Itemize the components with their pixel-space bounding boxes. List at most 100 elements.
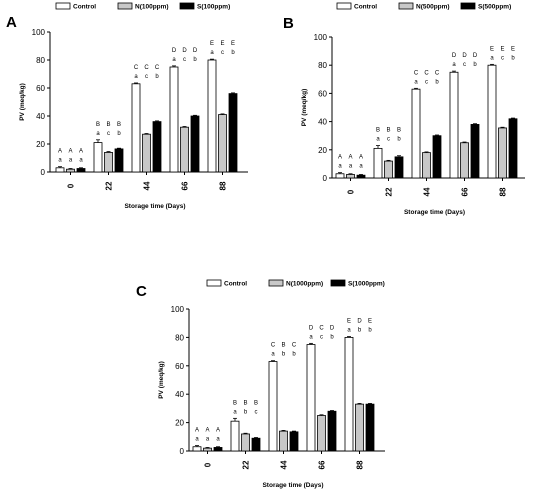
bar-n	[422, 152, 431, 179]
significance-letter-upper: B	[96, 122, 100, 128]
bar-n	[218, 114, 227, 173]
significance-letter-lower: b	[117, 131, 121, 137]
significance-letter-lower: a	[206, 437, 210, 443]
bar-s	[213, 447, 223, 452]
significance-letter-lower: c	[425, 79, 428, 85]
significance-letter-upper: E	[500, 46, 504, 52]
significance-letter-upper: C	[271, 343, 276, 349]
legend-swatch-n	[398, 2, 414, 10]
y-tick-label: 80	[318, 61, 327, 70]
bar-n	[203, 447, 212, 452]
significance-letter-upper: E	[220, 41, 224, 47]
significance-letter-lower: b	[155, 74, 159, 80]
significance-letter-upper: E	[347, 319, 351, 325]
significance-letter-lower: b	[244, 409, 248, 415]
significance-letter-lower: b	[193, 57, 197, 63]
significance-letter-upper: D	[473, 53, 478, 59]
bar-control	[344, 336, 354, 452]
x-tick-label: 44	[280, 460, 289, 469]
significance-letter-lower: a	[69, 158, 73, 164]
y-tick-label: 40	[36, 112, 45, 121]
bar-n	[355, 403, 364, 452]
significance-letter-upper: A	[338, 155, 342, 161]
significance-letter-upper: D	[172, 48, 177, 54]
bar-s	[289, 431, 299, 452]
significance-letter-lower: c	[183, 57, 186, 63]
panel-a: A Control N(100ppm) S(100ppm) 0 20 40 60 80 100 PV…	[6, 2, 248, 210]
legend-swatch-n	[117, 2, 133, 10]
y-tick-label: 100	[171, 305, 185, 314]
bar-n	[346, 174, 355, 179]
significance-letter-upper: E	[490, 46, 494, 52]
bar-control	[268, 361, 278, 452]
significance-letter-upper: C	[414, 70, 419, 76]
bar-control	[192, 446, 202, 452]
significance-letter-lower: a	[233, 409, 237, 415]
x-tick-label: 66	[461, 187, 470, 196]
bar-control	[207, 59, 217, 173]
y-tick-label: 60	[36, 84, 45, 93]
significance-letter-lower: b	[231, 50, 235, 56]
y-tick-label: 40	[175, 390, 184, 399]
significance-letter-lower: a	[271, 352, 275, 358]
legend-swatch-s	[460, 2, 476, 10]
y-tick-label: 80	[175, 333, 184, 342]
significance-letter-lower: a	[210, 50, 214, 56]
x-tick-label: 0	[67, 183, 76, 188]
y-tick-label: 20	[318, 146, 327, 155]
panel-letter: A	[6, 14, 17, 31]
legend-swatch-control	[206, 279, 222, 287]
significance-letter-lower: a	[347, 328, 351, 334]
significance-letter-upper: B	[386, 128, 390, 134]
significance-letter-upper: C	[144, 65, 149, 71]
significance-letter-upper: B	[254, 400, 258, 406]
significance-letter-upper: C	[435, 70, 440, 76]
x-tick-label: 0	[347, 189, 356, 194]
significance-letter-lower: b	[397, 137, 401, 143]
significance-letter-lower: b	[292, 352, 296, 358]
significance-letter-lower: a	[96, 131, 100, 137]
significance-letter-lower: b	[473, 62, 477, 68]
significance-letter-upper: C	[155, 65, 160, 71]
legend-swatch-s	[330, 279, 346, 287]
legend-label-s: S(1000ppm)	[348, 281, 385, 288]
bar-n	[384, 160, 393, 179]
significance-letter-lower: c	[463, 62, 466, 68]
bar-n	[460, 142, 469, 179]
significance-letter-lower: a	[216, 437, 220, 443]
legend-label-control: Control	[73, 4, 96, 11]
y-tick-label: 0	[180, 447, 185, 456]
significance-letter-lower: a	[490, 55, 494, 61]
significance-letter-upper: C	[134, 65, 139, 71]
significance-letter-lower: c	[320, 334, 323, 340]
bar-s	[152, 121, 162, 173]
y-tick-label: 60	[175, 362, 184, 371]
panel-c: C Control N(1000ppm) S(1000ppm) 0 20 40 60 80 100…	[136, 279, 385, 489]
bar-s	[190, 115, 200, 173]
significance-letter-upper: A	[205, 428, 209, 434]
panel-b: B Control N(500ppm) S(500ppm) 0 20 40 60 80 100 PV…	[283, 2, 525, 216]
significance-letter-lower: a	[134, 74, 138, 80]
significance-letter-upper: B	[281, 343, 285, 349]
legend-label-s: S(100ppm)	[197, 4, 230, 11]
significance-letter-upper: A	[68, 149, 72, 155]
bar-n	[142, 133, 151, 173]
significance-letter-upper: A	[58, 149, 62, 155]
significance-letter-lower: a	[359, 164, 363, 170]
bar-control	[411, 88, 421, 179]
significance-letter-lower: b	[511, 55, 515, 61]
y-tick-label: 40	[318, 118, 327, 127]
y-tick-label: 60	[318, 89, 327, 98]
significance-letter-lower: c	[387, 137, 390, 143]
significance-letter-upper: A	[216, 428, 220, 434]
legend-swatch-s	[179, 2, 195, 10]
y-tick-label: 80	[36, 56, 45, 65]
significance-letter-upper: E	[231, 41, 235, 47]
significance-letter-lower: b	[358, 328, 362, 334]
bar-n	[317, 415, 326, 452]
y-tick-label: 100	[32, 28, 46, 37]
bar-s	[228, 93, 238, 173]
y-axis-title: PV (meq/kg)	[19, 83, 26, 121]
significance-letter-lower: c	[145, 74, 148, 80]
significance-letter-lower: a	[338, 164, 342, 170]
